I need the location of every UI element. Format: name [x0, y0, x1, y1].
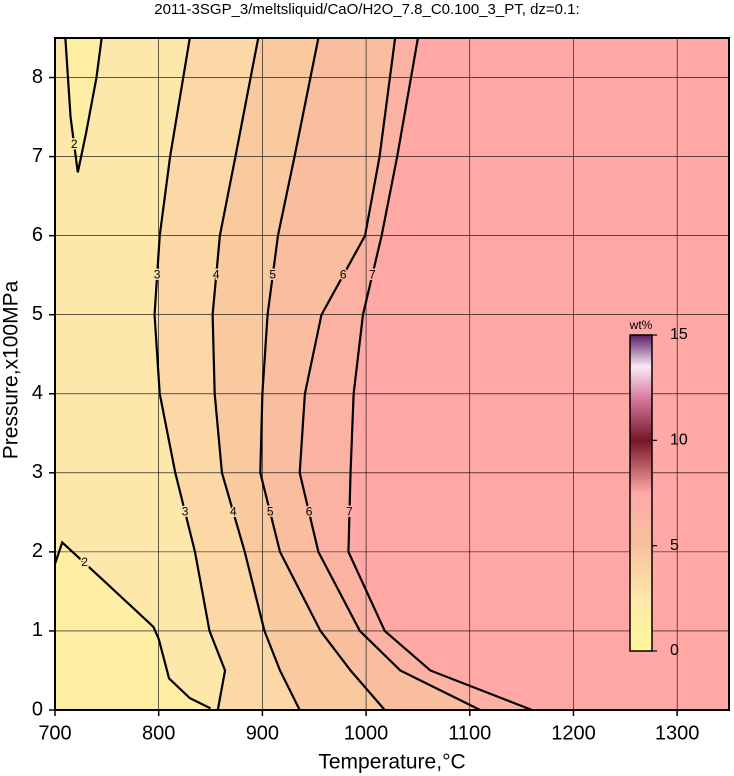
y-tick-label: 6: [32, 224, 43, 246]
colorbar-label: wt%: [629, 318, 653, 332]
y-axis-label: Pressure,x100MPa: [0, 280, 23, 459]
contour-label: 4: [230, 505, 237, 519]
y-tick-label: 1: [32, 619, 43, 641]
fill-region: [55, 542, 211, 709]
contour-label: 3: [154, 267, 161, 281]
contour-label: 6: [306, 505, 313, 519]
colorbar: [629, 334, 653, 652]
contour-line: [259, 38, 386, 710]
contour-line: [153, 38, 227, 710]
colorbar-tick-label: 15: [670, 326, 688, 343]
contour-line: [211, 38, 301, 710]
chart-title: 2011-3SGP_3/meltsliquid/CaO/H2O_7.8_C0.1…: [154, 1, 579, 18]
y-tick-label: 3: [32, 461, 43, 483]
y-tick-label: 4: [32, 382, 43, 404]
x-tick-label: 1300: [655, 722, 700, 744]
plot-frame: [54, 37, 730, 711]
y-tick-label: 0: [32, 698, 43, 720]
x-axis-label: Temperature,°C: [318, 751, 465, 774]
contour-line: [55, 540, 212, 710]
contour-label: 2: [71, 137, 78, 151]
contour-line: [64, 38, 103, 173]
x-tick-label: 900: [246, 722, 279, 744]
contour-line: [298, 38, 481, 710]
x-tick-label: 1200: [551, 722, 596, 744]
x-tick-label: 1000: [344, 722, 389, 744]
colorbar-tick-label: 0: [670, 642, 679, 659]
overlay: 700 800 900 1000 1100 1200 1300 0 1 2 3 4 5 6 7 8 0 5 10 15: [32, 37, 730, 744]
y-tick-label: 7: [32, 145, 43, 167]
contour-label: 2: [81, 555, 88, 569]
x-tick-label: 700: [38, 722, 71, 744]
contour-line: [347, 38, 533, 710]
x-tick-label: 800: [142, 722, 175, 744]
fill-region: [55, 38, 226, 710]
x-tick-label: 1100: [448, 722, 491, 744]
contour-label: 6: [340, 267, 347, 281]
contour-label: 5: [269, 267, 276, 281]
contour-label: 5: [267, 505, 274, 519]
plot-area: 2 2 3 3 4 4 5 5 6 6 7 7: [55, 38, 729, 710]
contour-label: 7: [369, 267, 376, 281]
y-tick-label: 2: [32, 540, 43, 562]
colorbar-tick-label: 10: [670, 432, 688, 449]
y-tick-label: 8: [32, 66, 43, 88]
contour-label: 4: [213, 267, 220, 281]
y-tick-label: 5: [32, 303, 43, 325]
contour-label: 3: [182, 505, 189, 519]
colorbar-tick-label: 5: [670, 537, 679, 554]
contour-label: 7: [346, 505, 353, 519]
fill-region: [55, 38, 102, 173]
